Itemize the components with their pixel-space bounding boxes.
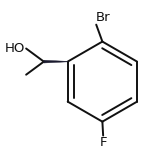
Text: HO: HO [5,42,25,55]
Text: F: F [99,136,107,149]
Text: Br: Br [95,11,110,24]
Polygon shape [44,60,68,63]
